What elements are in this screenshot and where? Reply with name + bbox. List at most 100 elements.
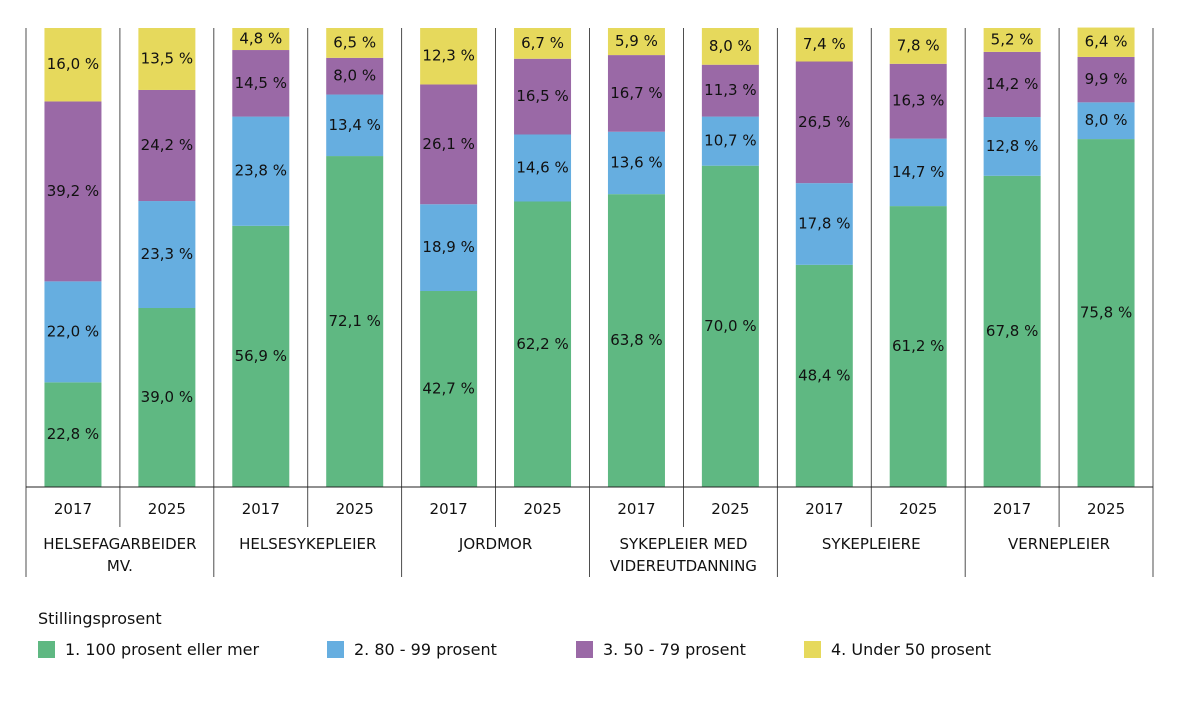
- bar-segment: [138, 28, 196, 90]
- data-label: 13,4 %: [328, 116, 380, 134]
- legend: Stillingsprosent 1. 100 prosent eller me…: [38, 609, 1038, 662]
- data-label: 23,8 %: [235, 162, 287, 180]
- bar-segment: [44, 28, 102, 102]
- data-label: 13,5 %: [141, 49, 193, 67]
- data-label: 16,3 %: [892, 92, 944, 110]
- x-tick-label: 2025: [148, 500, 186, 518]
- bar-segment: [889, 63, 947, 139]
- data-label: 6,7 %: [521, 34, 564, 52]
- x-tick-label: 2025: [1087, 500, 1125, 518]
- bar-segment: [44, 281, 102, 383]
- bar-segment: [607, 55, 665, 132]
- data-label: 62,2 %: [516, 335, 568, 353]
- data-label: 6,5 %: [333, 33, 376, 51]
- data-label: 61,2 %: [892, 337, 944, 355]
- legend-label: 2. 80 - 99 prosent: [354, 640, 497, 659]
- bar-segment: [1077, 102, 1135, 140]
- data-label: 24,2 %: [141, 136, 193, 154]
- data-label: 67,8 %: [986, 322, 1038, 340]
- bar-segment: [138, 201, 196, 308]
- bar-segment: [326, 28, 384, 58]
- data-label: 42,7 %: [422, 380, 474, 398]
- bar-segment: [701, 165, 759, 487]
- group-label: VIDEREUTDANNING: [610, 557, 757, 575]
- bar-segment: [983, 117, 1041, 176]
- legend-item-under-50: 4. Under 50 prosent: [804, 640, 991, 659]
- data-label: 16,5 %: [516, 87, 568, 105]
- legend-label: 1. 100 prosent eller mer: [65, 640, 260, 659]
- bar-segment: [420, 204, 478, 292]
- data-label: 39,0 %: [141, 388, 193, 406]
- data-label: 39,2 %: [47, 182, 99, 200]
- data-label: 17,8 %: [798, 214, 850, 232]
- data-label: 13,6 %: [610, 153, 662, 171]
- data-label: 26,1 %: [422, 135, 474, 153]
- x-tick-label: 2017: [242, 500, 280, 518]
- bar-segment: [514, 201, 572, 487]
- x-tick-label: 2025: [899, 500, 937, 518]
- legend-swatch: [576, 641, 593, 658]
- x-tick-label: 2025: [336, 500, 374, 518]
- bar-segment: [607, 131, 665, 195]
- group-label: VERNEPLEIER: [1008, 535, 1110, 553]
- data-label: 11,3 %: [704, 81, 756, 99]
- bar-segment: [1077, 56, 1135, 103]
- legend-title: Stillingsprosent: [38, 609, 162, 628]
- bar-segment: [44, 382, 102, 487]
- x-tick-label: 2017: [54, 500, 92, 518]
- bar-segment: [326, 94, 384, 157]
- bar-segment: [232, 28, 290, 51]
- data-label: 6,4 %: [1085, 33, 1128, 51]
- data-label: 8,0 %: [333, 67, 376, 85]
- data-label: 72,1 %: [328, 312, 380, 330]
- bar-segment: [420, 291, 478, 487]
- data-label: 23,3 %: [141, 245, 193, 263]
- bar-segment: [514, 28, 572, 59]
- bar-segment: [983, 28, 1041, 52]
- data-label: 14,6 %: [516, 158, 568, 176]
- data-label: 7,8 %: [897, 36, 940, 54]
- legend-item-50-79: 3. 50 - 79 prosent: [576, 640, 746, 659]
- bar-segment: [701, 28, 759, 65]
- data-label: 63,8 %: [610, 331, 662, 349]
- bar-segment: [795, 61, 853, 184]
- bar-segment: [232, 225, 290, 488]
- bar-segment: [701, 116, 759, 166]
- bar-segment: [138, 89, 196, 202]
- bar-segment: [701, 64, 759, 117]
- legend-items: 1. 100 prosent eller mer 2. 80 - 99 pros…: [38, 640, 1038, 662]
- bar-segment: [232, 116, 290, 226]
- data-label: 48,4 %: [798, 366, 850, 384]
- bar-segment: [889, 206, 947, 488]
- bar-segment: [889, 28, 947, 64]
- x-tick-label: 2017: [993, 500, 1031, 518]
- bar-segment: [983, 51, 1041, 118]
- x-tick-label: 2017: [617, 500, 655, 518]
- legend-item-100: 1. 100 prosent eller mer: [38, 640, 259, 659]
- legend-label: 3. 50 - 79 prosent: [603, 640, 746, 659]
- bar-segment: [514, 134, 572, 202]
- legend-item-80-99: 2. 80 - 99 prosent: [327, 640, 497, 659]
- x-tick-label: 2017: [805, 500, 843, 518]
- data-label: 12,8 %: [986, 137, 1038, 155]
- bar-segment: [326, 57, 384, 95]
- bar-segment: [983, 175, 1041, 487]
- group-label: MV.: [107, 557, 133, 575]
- bar-segment: [1077, 27, 1135, 57]
- bar-segment: [795, 183, 853, 265]
- data-label: 56,9 %: [235, 347, 287, 365]
- data-label: 5,9 %: [615, 32, 658, 50]
- group-label: HELSESYKEPLEIER: [239, 535, 376, 553]
- data-label: 26,5 %: [798, 113, 850, 131]
- data-label: 14,2 %: [986, 75, 1038, 93]
- data-label: 4,8 %: [239, 30, 282, 48]
- stacked-bar-chart: 22,8 % 22,0 % 39,2 % 16,0 % 2017 39,0 % 23,3 %…: [25, 27, 1154, 577]
- data-label: 18,9 %: [422, 238, 474, 256]
- data-label: 75,8 %: [1080, 304, 1132, 322]
- data-label: 12,3 %: [422, 47, 474, 65]
- data-label: 9,9 %: [1085, 70, 1128, 88]
- data-label: 14,5 %: [235, 74, 287, 92]
- bar-segment: [889, 138, 947, 207]
- bar-segment: [1077, 139, 1135, 487]
- x-tick-label: 2025: [711, 500, 749, 518]
